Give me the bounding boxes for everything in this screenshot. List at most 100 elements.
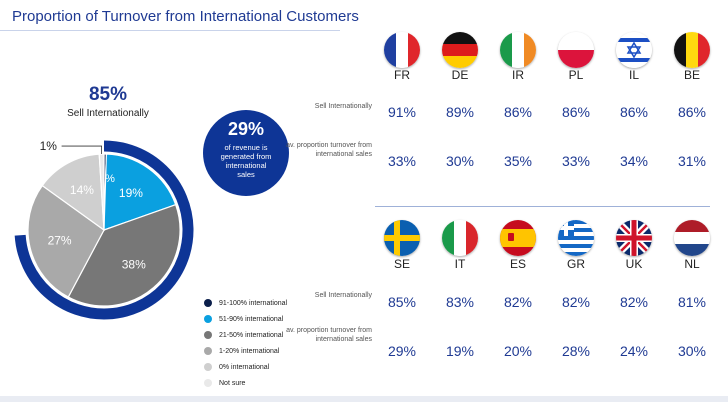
ie-flag-icon xyxy=(500,32,536,68)
legend-item: Not sure xyxy=(204,375,287,391)
legend-label: 1-20% international xyxy=(219,347,280,355)
sell-internationally-value: 83% xyxy=(445,294,475,310)
legend-item: 0% international xyxy=(204,359,287,375)
country-code: PL xyxy=(568,68,584,82)
ie-flag-icon xyxy=(500,32,536,68)
row-label-sell: Sell Internationally xyxy=(314,292,372,299)
country-code: NL xyxy=(684,257,700,271)
sell-internationally-value: 86% xyxy=(677,104,707,120)
legend-item: 91-100% international xyxy=(204,295,287,311)
country-code: IR xyxy=(512,68,524,82)
it-flag-icon xyxy=(442,220,478,256)
bubble-text: of revenue is generated from internation… xyxy=(220,143,272,179)
pie-callout-label: 1% xyxy=(40,140,58,153)
legend-item: 51-90% international xyxy=(204,311,287,327)
de-flag-icon xyxy=(442,32,478,68)
se-flag-icon xyxy=(384,220,420,256)
bubble-percent: 29% xyxy=(227,119,265,139)
nl-flag-icon xyxy=(674,220,710,256)
country-code: SE xyxy=(393,257,410,271)
il-flag-icon xyxy=(616,32,652,68)
avg-turnover-value: 34% xyxy=(619,153,649,169)
country-code: IT xyxy=(454,257,466,271)
legend-swatch xyxy=(204,379,212,387)
pie-chart: 19% 38% 27% 14%% 1% xyxy=(14,140,194,320)
pl-flag-icon xyxy=(558,32,594,68)
gr-flag-icon xyxy=(558,220,594,256)
legend-label: 21-50% international xyxy=(219,331,284,339)
pie-legend: 91-100% international 51-90% internationa… xyxy=(204,295,287,391)
fr-flag-icon xyxy=(384,32,420,68)
uk-flag-icon xyxy=(616,220,652,256)
country-code: FR xyxy=(394,68,410,82)
avg-turnover-value: 20% xyxy=(503,343,533,359)
sell-internationally-value: 82% xyxy=(503,294,533,310)
sell-internationally-value: 82% xyxy=(561,294,591,310)
sell-internationally-value: 85% xyxy=(387,294,417,310)
pie-callout-line xyxy=(61,145,103,155)
legend-swatch xyxy=(204,299,212,307)
country-code: IL xyxy=(628,68,639,82)
legend-label: 91-100% international xyxy=(219,299,288,307)
avg-turnover-value: 29% xyxy=(387,343,417,359)
legend-item: 1-20% international xyxy=(204,343,287,359)
row-divider xyxy=(375,206,710,207)
country-code: ES xyxy=(509,257,526,271)
legend-swatch xyxy=(204,331,212,339)
avg-turnover-value: 24% xyxy=(619,343,649,359)
headline-label: Sell Internationally xyxy=(67,108,149,119)
avg-turnover-value: 19% xyxy=(445,343,475,359)
nl-flag-icon xyxy=(674,220,710,256)
avg-turnover-value: 33% xyxy=(561,153,591,169)
row-label-avg: av. proportion turnover from internation… xyxy=(286,142,372,158)
pie-highlight-ring xyxy=(14,140,194,320)
pie-edge-label: % xyxy=(105,173,115,185)
pie-slice-label-3: 27% xyxy=(48,233,72,247)
legend-swatch xyxy=(204,347,212,355)
sell-internationally-value: 81% xyxy=(677,294,707,310)
se-flag-icon xyxy=(384,220,420,256)
row-label-avg: av. proportion turnover from internation… xyxy=(286,327,372,343)
legend-label: Not sure xyxy=(219,379,246,387)
pie-slice-5 xyxy=(98,153,105,231)
country-code: DE xyxy=(451,68,469,82)
footer-bar xyxy=(0,396,728,402)
sell-internationally-value: 89% xyxy=(445,104,475,120)
avg-turnover-value: 31% xyxy=(677,153,707,169)
es-flag-icon xyxy=(500,220,536,256)
revenue-bubble: 29% of revenue is generated from interna… xyxy=(203,110,289,196)
es-flag-icon xyxy=(500,220,536,256)
headline-stat: 85% Sell Internationally xyxy=(58,84,158,119)
pie-slice-3 xyxy=(27,184,105,298)
country-code: UK xyxy=(625,257,643,271)
sell-internationally-value: 82% xyxy=(619,294,649,310)
country-code: BE xyxy=(683,68,700,82)
headline-percent: 85% xyxy=(88,84,128,105)
legend-item: 21-50% international xyxy=(204,327,287,343)
uk-flag-icon xyxy=(616,220,652,256)
gr-flag-icon xyxy=(558,220,594,256)
title-divider xyxy=(0,30,340,31)
fr-flag-icon xyxy=(384,32,420,68)
legend-label: 51-90% international xyxy=(219,315,284,323)
legend-swatch xyxy=(204,315,212,323)
avg-turnover-value: 30% xyxy=(445,153,475,169)
avg-turnover-value: 30% xyxy=(677,343,707,359)
pl-flag-icon xyxy=(558,32,594,68)
legend-swatch xyxy=(204,363,212,371)
avg-turnover-value: 33% xyxy=(387,153,417,169)
row-label-sell: Sell Internationally xyxy=(314,103,372,110)
avg-turnover-value: 28% xyxy=(561,343,591,359)
country-code: GR xyxy=(567,257,585,271)
avg-turnover-value: 35% xyxy=(503,153,533,169)
be-flag-icon xyxy=(674,32,710,68)
pie-slice-label-1: 19% xyxy=(119,186,143,200)
pie-slice-label-4: 14% xyxy=(70,183,94,197)
legend-label: 0% international xyxy=(219,363,270,371)
de-flag-icon xyxy=(442,32,478,68)
sell-internationally-value: 86% xyxy=(503,104,533,120)
sell-internationally-value: 86% xyxy=(561,104,591,120)
page-title: Proportion of Turnover from Internationa… xyxy=(12,8,359,25)
pie-slice-2 xyxy=(67,203,181,307)
pie-slice-label-2: 38% xyxy=(122,258,146,272)
